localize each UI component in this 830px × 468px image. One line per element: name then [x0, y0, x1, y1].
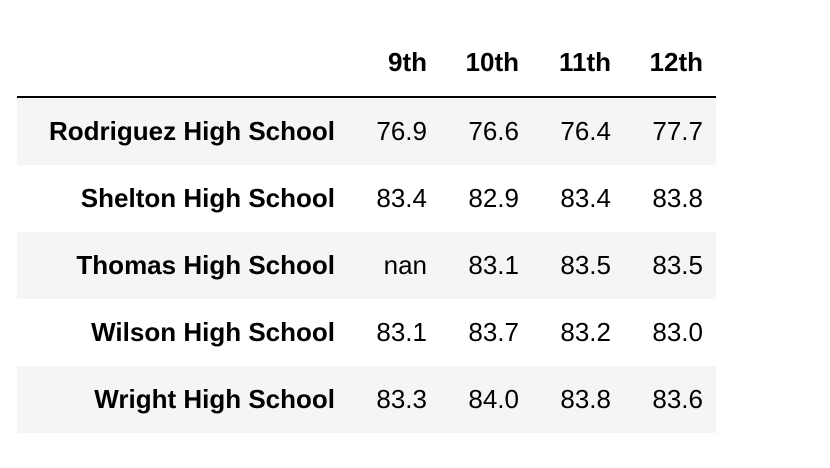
table-cell: 83.6: [652, 384, 703, 414]
header-corner-cell: [17, 28, 348, 98]
table-cell: 76.9: [376, 116, 427, 146]
table-cell: 82.9: [468, 183, 519, 213]
table-row: Shelton High School 83.4 82.9 83.4 83.8: [17, 165, 716, 232]
column-header-11th: 11th: [532, 28, 624, 98]
table-cell: 83.5: [560, 250, 611, 280]
table-cell: nan: [383, 250, 427, 280]
table-row: Thomas High School nan 83.1 83.5 83.5: [17, 232, 716, 299]
table-cell: 83.0: [652, 317, 703, 347]
column-header-10th: 10th: [440, 28, 532, 98]
table-cell: 83.5: [652, 250, 703, 280]
row-label: Wilson High School: [91, 317, 335, 347]
table-cell: 76.4: [560, 116, 611, 146]
row-label: Thomas High School: [76, 250, 335, 280]
table-row: Wilson High School 83.1 83.7 83.2 83.0: [17, 299, 716, 366]
table-cell: 83.8: [652, 183, 703, 213]
column-header-9th: 9th: [348, 28, 440, 98]
table-cell: 83.2: [560, 317, 611, 347]
table-cell: 83.7: [468, 317, 519, 347]
table-header: 9th 10th 11th 12th: [17, 28, 716, 98]
table-cell: 84.0: [468, 384, 519, 414]
table-cell: 83.3: [376, 384, 427, 414]
table-row: Wright High School 83.3 84.0 83.8 83.6: [17, 366, 716, 433]
table-cell: 83.1: [376, 317, 427, 347]
header-row: 9th 10th 11th 12th: [17, 28, 716, 98]
table-cell: 76.6: [468, 116, 519, 146]
row-label: Rodriguez High School: [49, 116, 335, 146]
column-header-12th: 12th: [624, 28, 716, 98]
table-cell: 83.4: [560, 183, 611, 213]
table-row: Rodriguez High School 76.9 76.6 76.4 77.…: [17, 97, 716, 165]
row-label: Wright High School: [94, 384, 335, 414]
table-cell: 83.4: [376, 183, 427, 213]
row-label: Shelton High School: [80, 183, 335, 213]
dataframe-table: 9th 10th 11th 12th Rodriguez High School…: [17, 28, 716, 433]
table-cell: 83.8: [560, 384, 611, 414]
table-cell: 77.7: [652, 116, 703, 146]
table-cell: 83.1: [468, 250, 519, 280]
table-body: Rodriguez High School 76.9 76.6 76.4 77.…: [17, 97, 716, 433]
